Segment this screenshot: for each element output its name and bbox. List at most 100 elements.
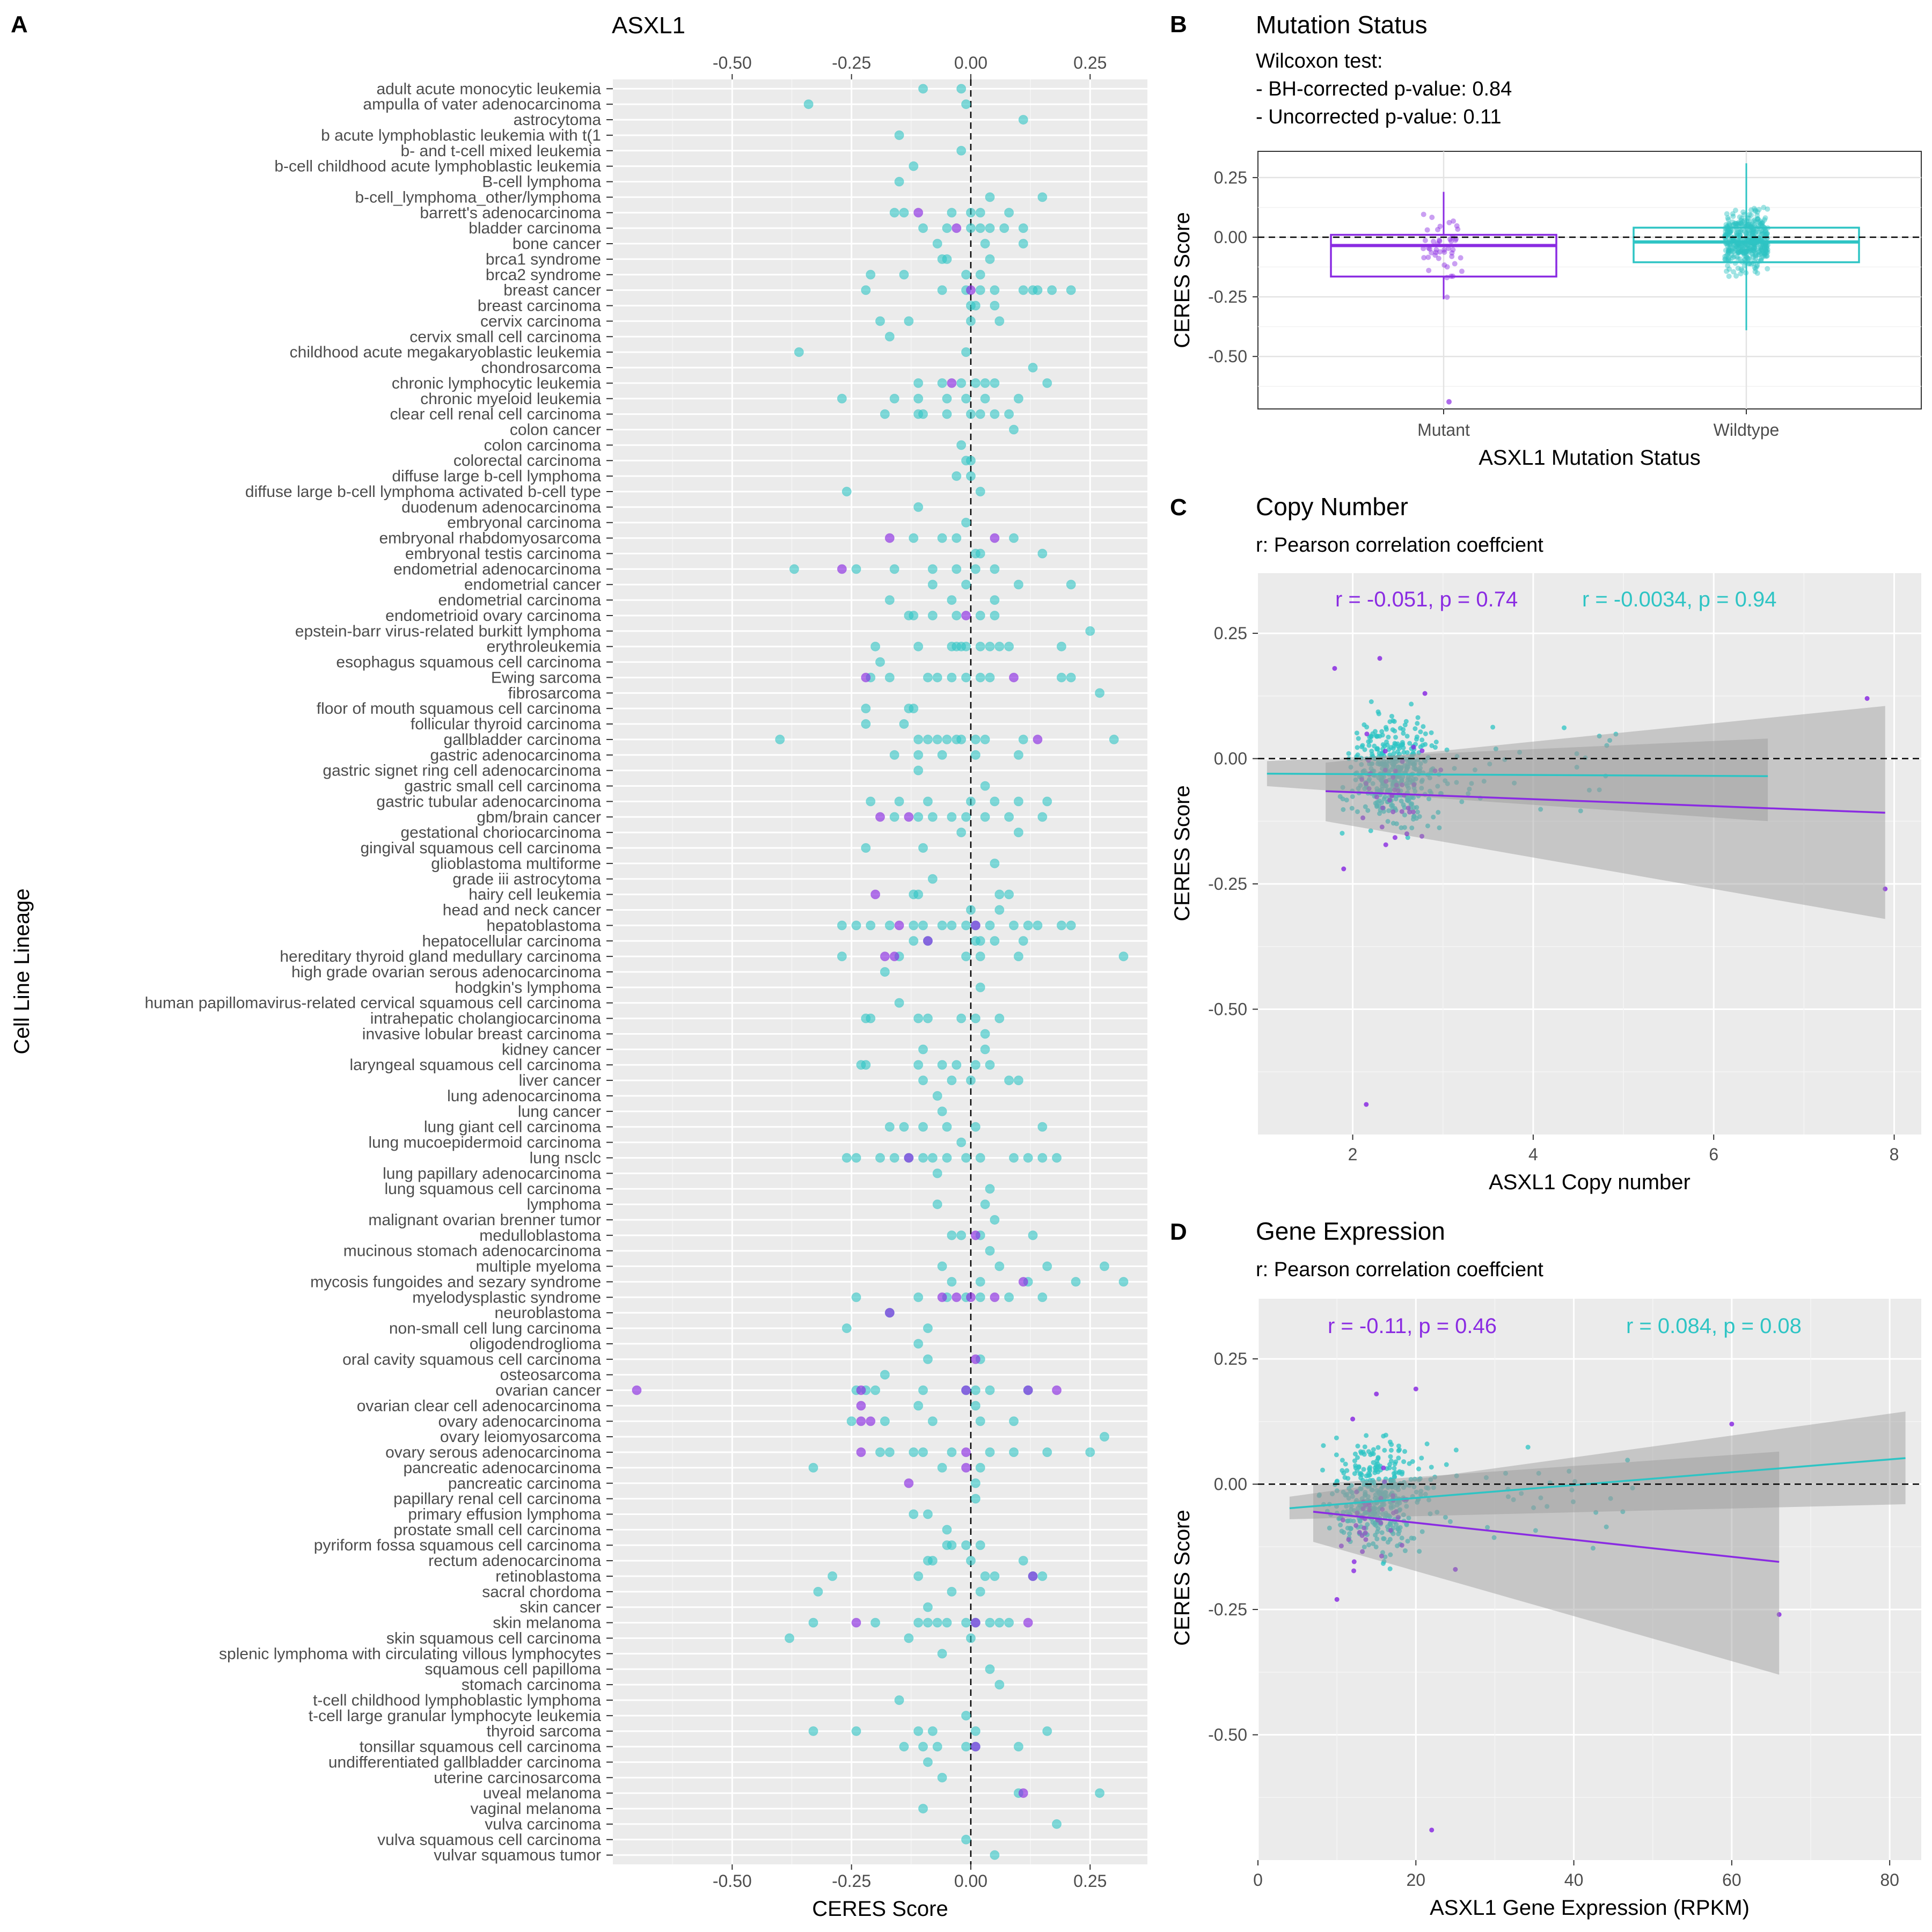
- point-wildtype: [1740, 251, 1746, 257]
- point-mutant: [1452, 261, 1458, 267]
- point-wildtype: [1425, 823, 1430, 829]
- panel-letter-b: B: [1170, 11, 1187, 38]
- point-wildtype: [1414, 736, 1419, 742]
- point-wildtype: [889, 750, 899, 760]
- point-wildtype: [1763, 231, 1769, 237]
- category-label: malignant ovarian brenner tumor: [368, 1211, 601, 1229]
- point-wildtype: [961, 347, 971, 357]
- point-wildtype: [1738, 221, 1744, 226]
- point-wildtype: [1752, 265, 1758, 270]
- panel-d-title: Gene Expression: [1256, 1217, 1445, 1245]
- point-wildtype: [1765, 249, 1770, 255]
- regression-line-wildtype: [1289, 1457, 1906, 1510]
- point-wildtype: [1408, 1477, 1414, 1482]
- point-mutant: [1451, 218, 1457, 224]
- point-wildtype: [980, 1044, 990, 1055]
- point-wildtype: [1417, 1549, 1422, 1554]
- point-wildtype: [918, 1385, 928, 1395]
- point-wildtype: [1725, 250, 1731, 256]
- point-mutant: [875, 812, 885, 822]
- point-wildtype: [1444, 1462, 1449, 1467]
- point-wildtype: [970, 1726, 980, 1736]
- point-wildtype: [1376, 711, 1381, 716]
- point-mutant: [1435, 226, 1440, 232]
- category-label: adult acute monocytic leukemia: [376, 80, 601, 98]
- point-wildtype: [1472, 767, 1477, 773]
- point-wildtype: [1750, 230, 1755, 236]
- point-wildtype: [1747, 248, 1753, 254]
- point-mutant: [1018, 1277, 1028, 1287]
- point-wildtype: [1056, 641, 1066, 652]
- category-label: clear cell renal cell carcinoma: [390, 406, 602, 423]
- point-mutant: [1364, 731, 1370, 737]
- point-mutant: [970, 1618, 980, 1628]
- point-wildtype: [1379, 1530, 1385, 1535]
- point-wildtype: [1732, 246, 1738, 252]
- point-wildtype: [1730, 249, 1736, 255]
- point-wildtype: [1572, 1479, 1578, 1484]
- point-wildtype: [1754, 264, 1760, 269]
- point-mutant: [1437, 249, 1443, 255]
- point-mutant: [965, 1292, 976, 1302]
- point-mutant: [1351, 1568, 1357, 1574]
- point-wildtype: [851, 564, 861, 574]
- point-wildtype: [1004, 641, 1014, 652]
- point-wildtype: [1728, 228, 1733, 234]
- point-wildtype: [913, 1013, 924, 1023]
- point-wildtype: [1391, 780, 1396, 785]
- point-wildtype: [894, 998, 904, 1008]
- point-wildtype: [1744, 254, 1750, 260]
- point-wildtype: [1405, 777, 1410, 782]
- point-mutant: [837, 564, 847, 574]
- point-wildtype: [1762, 215, 1768, 221]
- category-label: hodgkin's lymphoma: [455, 979, 601, 997]
- point-mutant: [1359, 777, 1365, 782]
- point-mutant: [1413, 1386, 1418, 1392]
- point-wildtype: [1402, 1548, 1408, 1554]
- point-wildtype: [923, 1354, 933, 1364]
- point-wildtype: [1725, 256, 1731, 262]
- point-wildtype: [1763, 247, 1769, 253]
- point-wildtype: [1405, 835, 1410, 840]
- category-label: b-cell_lymphoma_other/lymphoma: [355, 188, 601, 206]
- category-label: hepatocellular carcinoma: [422, 932, 601, 950]
- category-label: glioblastoma multiforme: [431, 855, 601, 873]
- point-wildtype: [1736, 249, 1741, 255]
- point-wildtype: [1013, 828, 1023, 838]
- point-wildtype: [1013, 393, 1023, 404]
- point-wildtype: [1722, 253, 1728, 259]
- point-mutant: [1350, 1416, 1356, 1422]
- point-wildtype: [1533, 1528, 1538, 1533]
- point-mutant: [1429, 1827, 1435, 1833]
- point-wildtype: [1344, 797, 1349, 803]
- point-wildtype: [1341, 807, 1346, 812]
- point-wildtype: [1385, 819, 1391, 824]
- point-wildtype: [1402, 1449, 1408, 1454]
- point-wildtype: [1397, 1507, 1403, 1512]
- point-wildtype: [1748, 212, 1754, 218]
- point-wildtype: [937, 750, 947, 760]
- point-wildtype: [1604, 743, 1609, 748]
- category-label: floor of mouth squamous cell carcinoma: [317, 700, 602, 718]
- point-wildtype: [1536, 1470, 1541, 1476]
- y-tick-label: -0.50: [1208, 1725, 1247, 1745]
- point-wildtype: [1385, 1485, 1391, 1490]
- point-wildtype: [1732, 244, 1738, 250]
- point-wildtype: [1757, 235, 1762, 241]
- point-wildtype: [1726, 222, 1732, 228]
- point-wildtype: [1321, 1443, 1326, 1448]
- y-tick-label: -0.50: [1208, 347, 1247, 366]
- category-label: uveal melanoma: [483, 1784, 601, 1802]
- point-wildtype: [1725, 248, 1731, 254]
- point-wildtype: [1735, 250, 1741, 256]
- category-label: childhood acute megakaryoblastic leukemi…: [290, 343, 602, 361]
- point-wildtype: [1733, 243, 1739, 249]
- point-wildtype: [990, 936, 1000, 946]
- point-wildtype: [1350, 794, 1355, 799]
- point-wildtype: [1429, 730, 1434, 735]
- point-mutant: [1360, 1549, 1365, 1554]
- point-wildtype: [1354, 1498, 1359, 1503]
- point-wildtype: [1411, 1484, 1417, 1490]
- point-wildtype: [1724, 253, 1730, 259]
- point-wildtype: [1400, 774, 1406, 779]
